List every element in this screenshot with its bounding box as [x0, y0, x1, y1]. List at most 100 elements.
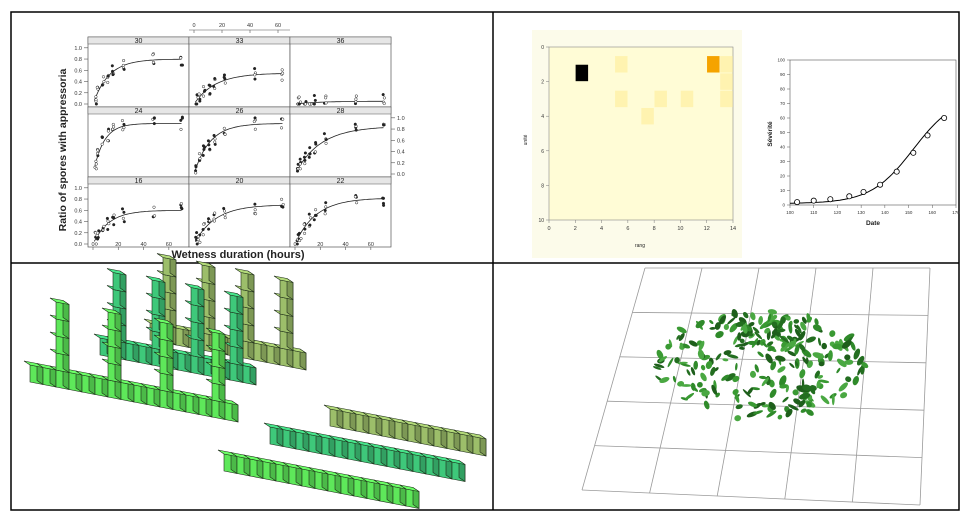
data-point [111, 122, 115, 127]
subplot-title: 36 [337, 38, 345, 45]
leaf [814, 318, 819, 326]
heatmap-x-tick: 10 [677, 226, 683, 232]
leaf [787, 350, 796, 357]
block-top-face [273, 275, 294, 283]
leaf [818, 379, 830, 384]
leaf [674, 357, 680, 364]
leaf [799, 369, 806, 379]
data-point [253, 127, 257, 131]
data-point [111, 73, 115, 77]
data-point [202, 147, 206, 152]
data-point [197, 152, 202, 156]
data-point [112, 216, 116, 220]
leaf [680, 363, 691, 367]
data-point [302, 222, 306, 226]
left-tick-label: 0.0 [74, 102, 82, 108]
leaf [759, 402, 766, 406]
leaf [841, 339, 852, 349]
leaf [780, 316, 786, 324]
grid-line-horizontal [632, 312, 929, 316]
leaf [747, 387, 754, 395]
leaf [788, 338, 797, 350]
leaf [667, 357, 674, 368]
data-point [94, 102, 98, 106]
data-point [223, 81, 227, 85]
data-point [381, 93, 385, 97]
data-point [313, 150, 317, 154]
curve-y-tick: 50 [780, 130, 786, 135]
leaf [681, 343, 691, 349]
lattice-subplot: 33 [188, 36, 291, 108]
leaf [759, 321, 769, 330]
data-point [111, 127, 115, 131]
data-point [299, 237, 303, 241]
curve-x-tick: 130 [857, 210, 865, 215]
curve-y-tick: 100 [777, 58, 785, 63]
data-point [381, 201, 386, 205]
leaf [792, 389, 799, 396]
top-tick-label: 60 [275, 23, 281, 29]
leaf [668, 339, 673, 348]
curve-x-tick: 120 [834, 210, 842, 215]
heatmap-cell [720, 90, 733, 108]
leaf [770, 333, 777, 339]
data-point [280, 204, 284, 208]
leaf [737, 332, 742, 341]
leaf [733, 336, 739, 345]
data-point [382, 123, 386, 127]
data-point [122, 210, 126, 214]
left-tick-label: 0.8 [74, 57, 82, 63]
data-point [105, 216, 109, 220]
data-point [381, 196, 385, 200]
leaf [725, 373, 736, 382]
block-top-face [466, 432, 487, 440]
leaf [806, 313, 812, 323]
data-point [298, 162, 302, 166]
severity-point [846, 193, 853, 200]
leaf [700, 364, 706, 371]
leaf [766, 410, 777, 418]
severity-point [941, 115, 948, 122]
data-point [308, 216, 313, 220]
leaf [827, 350, 833, 362]
heatmap-cell [680, 90, 694, 108]
leaf [802, 384, 812, 391]
data-point [252, 119, 256, 124]
block-top-face [223, 290, 244, 298]
leaf [788, 322, 793, 334]
leaf [800, 321, 807, 331]
heatmap-axes: 0 2 4 6 8 10 12 14 10 8 6 4 2 0 [538, 45, 736, 232]
data-point [97, 229, 101, 233]
data-point [313, 213, 318, 217]
subplot-fit-curve [295, 198, 384, 242]
data-point [179, 56, 183, 60]
data-point [102, 224, 106, 228]
right-tick-label: 0.4 [397, 150, 405, 156]
data-point [202, 222, 206, 226]
data-point [308, 102, 312, 106]
subplot-frame [87, 106, 190, 178]
bottom-tick-label: 40 [140, 242, 146, 248]
severity-point [810, 197, 817, 204]
leaf [734, 392, 740, 403]
leaf [800, 408, 807, 413]
leaf [767, 309, 778, 315]
leaf [764, 327, 771, 334]
subplot-frame [289, 176, 392, 248]
leaf [734, 415, 742, 422]
data-point [253, 208, 257, 212]
leaf [794, 361, 799, 367]
data-point [308, 223, 312, 227]
leaf [805, 409, 814, 416]
leaf [777, 414, 783, 420]
leaf [709, 326, 716, 330]
data-point [354, 97, 358, 101]
leaf [793, 319, 800, 324]
data-point [151, 53, 155, 57]
leaf [853, 348, 861, 360]
subplot-title: 22 [337, 178, 345, 185]
bottom-tick-label: 20 [317, 242, 323, 248]
data-point [280, 78, 284, 82]
data-point [222, 75, 226, 79]
